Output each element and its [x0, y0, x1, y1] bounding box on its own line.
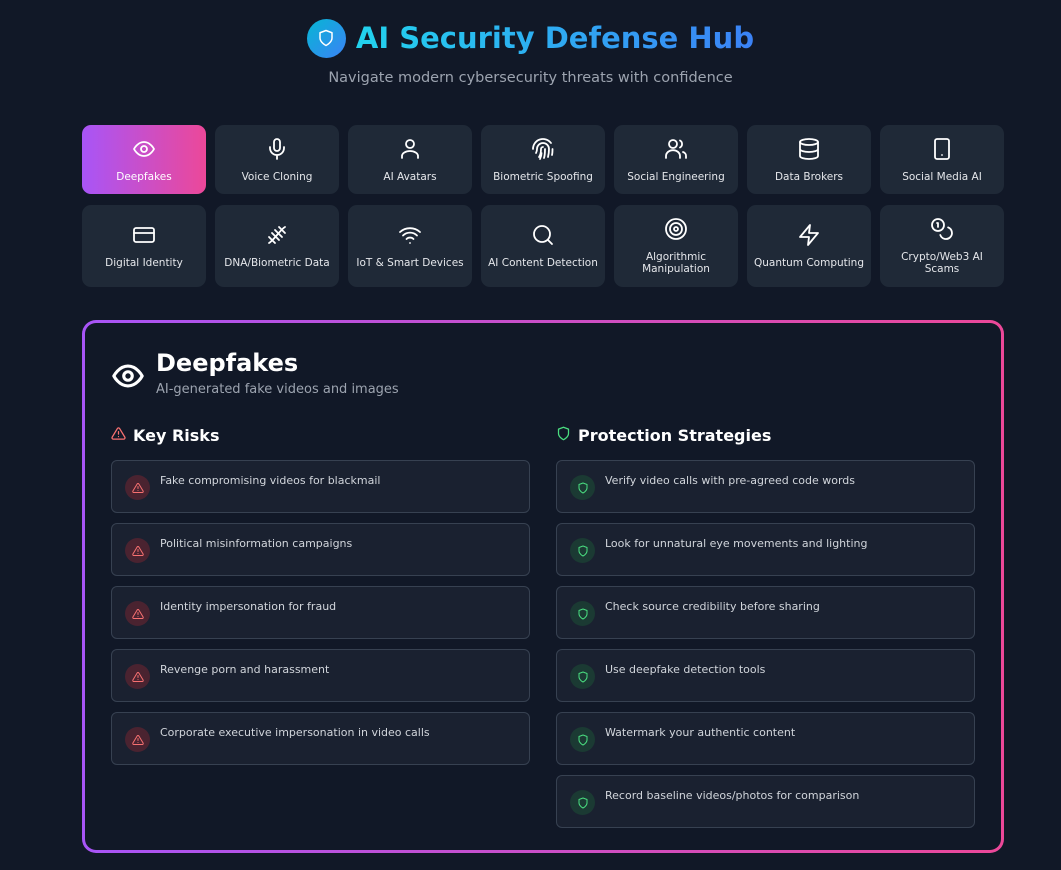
user-icon [398, 137, 422, 165]
key-risks-section: Key Risks Fake compromising videos for b… [111, 425, 530, 775]
topic-label: Social Engineering [627, 170, 725, 183]
eye-icon [132, 137, 156, 165]
warning-icon [125, 601, 150, 626]
topic-label: Voice Cloning [241, 170, 313, 183]
topic-label: Deepfakes [116, 170, 172, 183]
topic-tile-social-engineering[interactable]: Social Engineering [614, 125, 738, 194]
topic-tile-social-media-ai[interactable]: Social Media AI [880, 125, 1004, 194]
topic-tile-ai-avatars[interactable]: AI Avatars [348, 125, 472, 194]
topic-tile-voice-cloning[interactable]: Voice Cloning [215, 125, 339, 194]
topic-tile-digital-identity[interactable]: Digital Identity [82, 205, 206, 287]
shield-icon [570, 601, 595, 626]
topic-tile-quantum-computing[interactable]: Quantum Computing [747, 205, 871, 287]
dna-icon [265, 223, 289, 251]
topic-label: Algorithmic Manipulation [642, 251, 710, 275]
database-icon [797, 137, 821, 165]
eye-icon [111, 359, 145, 393]
users-icon [664, 137, 688, 165]
shield-icon [570, 538, 595, 563]
search-icon [531, 223, 555, 251]
risk-item: Political misinformation campaigns [111, 523, 530, 576]
detail-title: Deepfakes [156, 349, 299, 377]
risk-item: Corporate executive impersonation in vid… [111, 712, 530, 765]
key-risks-heading: Key Risks [133, 425, 220, 445]
topic-grid: Deepfakes Voice Cloning AI Avatars Biometri… [82, 125, 1004, 287]
protection-item-text: Look for unnatural eye movements and lig… [605, 537, 868, 550]
credit-card-icon [132, 223, 156, 251]
topic-label: IoT & Smart Devices [356, 257, 464, 269]
risk-item-text: Revenge porn and harassment [160, 663, 330, 676]
protection-item-text: Record baseline videos/photos for compar… [605, 789, 860, 802]
target-icon [664, 217, 688, 245]
shield-icon [306, 18, 346, 58]
protection-heading: Protection Strategies [578, 425, 772, 445]
detail-subtitle: AI-generated fake videos and images [156, 382, 399, 397]
warning-icon [125, 727, 150, 752]
topic-tile-ai-content-detection[interactable]: AI Content Detection [481, 205, 605, 287]
topic-tile-iot-smart-devices[interactable]: IoT & Smart Devices [348, 205, 472, 287]
shield-icon [556, 426, 571, 445]
shield-icon [570, 664, 595, 689]
warning-icon [125, 664, 150, 689]
protection-item-text: Check source credibility before sharing [605, 600, 820, 613]
zap-icon [797, 223, 821, 251]
shield-icon [570, 727, 595, 752]
topic-label: Social Media AI [902, 170, 982, 183]
topic-tile-data-brokers[interactable]: Data Brokers [747, 125, 871, 194]
topic-label: DNA/Biometric Data [224, 257, 330, 269]
protection-section: Protection Strategies Verify video calls… [556, 425, 975, 838]
warning-icon [111, 426, 126, 445]
topic-label: Digital Identity [105, 257, 183, 269]
topic-tile-crypto-web3-ai-scams[interactable]: Crypto/Web3 AI Scams [880, 205, 1004, 287]
protection-item-text: Watermark your authentic content [605, 726, 796, 739]
topic-label: Crypto/Web3 AI Scams [901, 251, 983, 275]
risk-item: Fake compromising videos for blackmail [111, 460, 530, 513]
protection-item: Check source credibility before sharing [556, 586, 975, 639]
warning-icon [125, 475, 150, 500]
topic-tile-dna-biometric-data[interactable]: DNA/Biometric Data [215, 205, 339, 287]
page-subtitle: Navigate modern cybersecurity threats wi… [328, 70, 733, 86]
topic-tile-deepfakes[interactable]: Deepfakes [82, 125, 206, 194]
topic-label: AI Avatars [383, 170, 437, 183]
risk-item-text: Fake compromising videos for blackmail [160, 474, 381, 487]
protection-item-text: Verify video calls with pre-agreed code … [605, 474, 856, 487]
risk-item-text: Corporate executive impersonation in vid… [160, 726, 430, 739]
protection-item: Use deepfake detection tools [556, 649, 975, 702]
protection-item: Verify video calls with pre-agreed code … [556, 460, 975, 513]
topic-label: Data Brokers [774, 170, 844, 183]
coins-icon [930, 217, 954, 245]
mic-icon [265, 137, 289, 165]
risk-item: Identity impersonation for fraud [111, 586, 530, 639]
page-title: AI Security Defense Hub [355, 21, 755, 55]
page-header: AI Security Defense Hub Navigate modern … [0, 18, 1061, 86]
risk-item: Revenge porn and harassment [111, 649, 530, 702]
protection-item: Look for unnatural eye movements and lig… [556, 523, 975, 576]
protection-item-text: Use deepfake detection tools [605, 663, 766, 676]
risk-item-text: Identity impersonation for fraud [160, 600, 337, 613]
protection-item: Watermark your authentic content [556, 712, 975, 765]
risk-item-text: Political misinformation campaigns [160, 537, 353, 550]
protection-item: Record baseline videos/photos for compar… [556, 775, 975, 828]
smartphone-icon [930, 137, 954, 165]
topic-tile-algorithmic-manipulation[interactable]: Algorithmic Manipulation [614, 205, 738, 287]
wifi-icon [398, 223, 422, 251]
topic-tile-biometric-spoofing[interactable]: Biometric Spoofing [481, 125, 605, 194]
warning-icon [125, 538, 150, 563]
topic-label: Biometric Spoofing [493, 170, 593, 183]
topic-detail-panel: Deepfakes AI-generated fake videos and i… [82, 320, 1004, 853]
topic-label: Quantum Computing [753, 257, 864, 269]
shield-icon [570, 790, 595, 815]
shield-icon [570, 475, 595, 500]
topic-label: AI Content Detection [488, 257, 598, 269]
fingerprint-icon [531, 137, 555, 165]
